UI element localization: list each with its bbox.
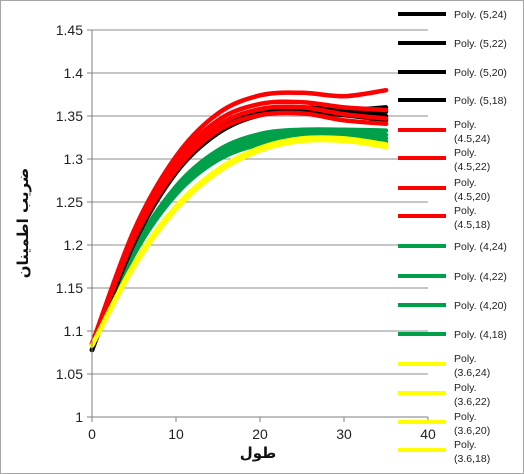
y-tick-label: 1 xyxy=(75,409,83,425)
y-tick-label: 1.1 xyxy=(64,323,84,339)
legend-label: Poly. (5,18) xyxy=(454,95,507,107)
x-tick-label: 20 xyxy=(252,426,268,442)
legend-label: Poly. (4,22) xyxy=(454,271,507,283)
y-tick-label: 1.35 xyxy=(56,108,83,124)
x-tick-label: 40 xyxy=(420,426,436,442)
y-tick-label: 1.05 xyxy=(56,366,83,382)
y-tick-label: 1.25 xyxy=(56,194,83,210)
legend-label: Poly. (4,20) xyxy=(454,300,507,312)
y-tick-label: 1.15 xyxy=(56,280,83,296)
x-axis-title: طول xyxy=(240,444,277,462)
legend-label: Poly. (5,24) xyxy=(454,9,507,21)
y-tick-label: 1.45 xyxy=(56,22,83,38)
y-axis-title: ضریب اطمینان xyxy=(14,168,32,279)
x-tick-label: 30 xyxy=(336,426,352,442)
y-tick-label: 1.3 xyxy=(64,151,84,167)
legend-label: Poly. (5,22) xyxy=(454,38,507,50)
legend-label: Poly. (5,20) xyxy=(454,67,507,79)
y-tick-label: 1.2 xyxy=(64,237,84,253)
y-tick-label: 1.4 xyxy=(64,65,84,81)
legend-label: Poly. (4,18) xyxy=(454,329,507,341)
x-tick-label: 0 xyxy=(88,426,96,442)
legend-label: Poly. (4,24) xyxy=(454,241,507,253)
x-tick-label: 10 xyxy=(168,426,184,442)
